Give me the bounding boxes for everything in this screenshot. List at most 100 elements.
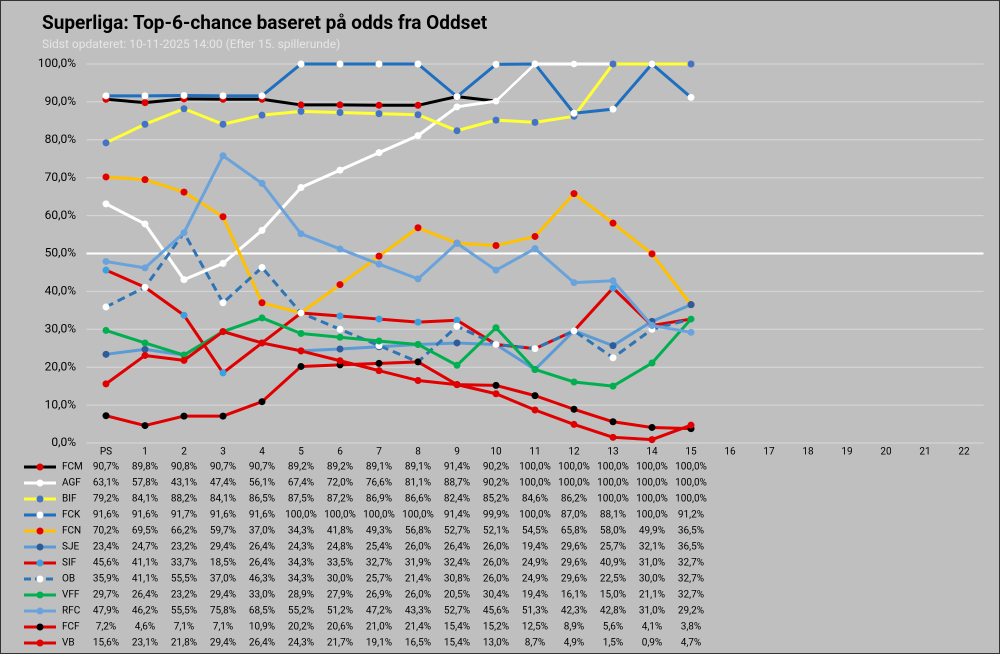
table-cell: 54,5% [522, 526, 548, 537]
data-point [453, 239, 461, 247]
table-cell: 84,6% [522, 494, 548, 505]
table-cell: 47,4% [210, 478, 236, 489]
data-point [453, 381, 461, 389]
table-cell: 20,5% [444, 590, 470, 601]
table-cell: 24,7% [132, 542, 158, 553]
x-tick-label: 21 [919, 447, 930, 458]
table-cell: 89,1% [366, 462, 392, 473]
table-cell: 15,0% [600, 590, 626, 601]
data-point [648, 250, 656, 258]
data-point [180, 356, 188, 364]
data-point [297, 309, 305, 317]
data-point [414, 358, 422, 366]
table-cell: 23,2% [171, 590, 197, 601]
data-point [141, 345, 149, 353]
table-cell: 4,7% [681, 638, 702, 649]
table-cell: 33,5% [327, 558, 353, 569]
series-line [105, 231, 692, 364]
table-cell: 33,7% [171, 558, 197, 569]
table-cell: 22,5% [600, 574, 626, 585]
x-tick-label: 18 [802, 447, 814, 458]
table-cell: 89,2% [288, 462, 314, 473]
data-point [453, 361, 461, 369]
data-point [102, 139, 110, 147]
table-cell: 51,3% [522, 606, 548, 617]
table-cell: 31,9% [405, 558, 431, 569]
y-tick-label: 30,0% [45, 321, 77, 335]
table-cell: 21,4% [405, 622, 431, 633]
table-cell: 91,6% [132, 510, 158, 521]
legend-marker [36, 479, 44, 487]
data-point [570, 327, 578, 335]
table-cell: 37,0% [249, 526, 275, 537]
table-cell: 7,1% [174, 622, 195, 633]
table-cell: 56,8% [405, 526, 431, 537]
table-cell: 32,7% [678, 558, 704, 569]
table-cell: 32,7% [366, 558, 392, 569]
legend-marker [36, 511, 44, 519]
data-point [141, 339, 149, 347]
x-tick-label: PS [100, 447, 112, 458]
table-cell: 1,5% [603, 638, 624, 649]
table-cell: 55,5% [171, 606, 197, 617]
series-line [105, 62, 691, 282]
table-cell: 82,4% [444, 494, 470, 505]
data-point [531, 365, 539, 373]
table-cell: 29,2% [678, 606, 704, 617]
data-point [102, 200, 110, 208]
table-cell: 100,0% [597, 494, 629, 505]
table-cell: 21,8% [171, 638, 197, 649]
data-point [258, 226, 266, 234]
table-cell: 30,8% [444, 574, 470, 585]
table-cell: 36,5% [678, 526, 704, 537]
legend-label: FCK [62, 510, 81, 521]
data-point [609, 105, 617, 113]
data-point [414, 340, 422, 348]
table-cell: 90,8% [171, 462, 197, 473]
table-cell: 99,9% [483, 510, 509, 521]
table-cell: 31,0% [639, 558, 665, 569]
data-point [609, 60, 617, 68]
table-cell: 23,4% [93, 542, 119, 553]
data-point [609, 277, 617, 285]
table-cell: 26,0% [405, 590, 431, 601]
table-cell: 16,1% [561, 590, 587, 601]
table-cell: 88,7% [444, 478, 470, 489]
data-point [453, 93, 461, 101]
table-cell: 26,4% [249, 638, 275, 649]
series-line [105, 154, 692, 334]
y-tick-label: 60,0% [45, 208, 77, 222]
table-cell: 26,4% [132, 590, 158, 601]
table-cell: 52,7% [444, 606, 470, 617]
table-cell: 58,0% [600, 526, 626, 537]
data-point [336, 101, 344, 109]
table-cell: 100,0% [597, 478, 629, 489]
table-cell: 29,4% [210, 638, 236, 649]
table-cell: 29,4% [210, 590, 236, 601]
table-cell: 81,1% [405, 478, 431, 489]
table-cell: 7,1% [213, 622, 234, 633]
data-point [492, 116, 500, 124]
data-point [219, 369, 227, 377]
data-point [570, 109, 578, 117]
table-cell: 34,3% [288, 574, 314, 585]
legend-marker [36, 575, 44, 583]
data-point [141, 264, 149, 272]
table-cell: 41,1% [132, 558, 158, 569]
data-point [336, 166, 344, 174]
table-cell: 24,3% [288, 542, 314, 553]
data-point [102, 350, 110, 358]
data-point [336, 357, 344, 365]
data-point [609, 219, 617, 227]
data-point [297, 347, 305, 355]
table-cell: 55,2% [288, 606, 314, 617]
table-cell: 55,5% [171, 574, 197, 585]
data-point [297, 107, 305, 115]
data-point [375, 101, 383, 109]
data-point [570, 378, 578, 386]
table-cell: 100,0% [597, 462, 629, 473]
data-point [258, 314, 266, 322]
table-cell: 100,0% [675, 478, 707, 489]
legend-label: VFF [62, 590, 80, 601]
